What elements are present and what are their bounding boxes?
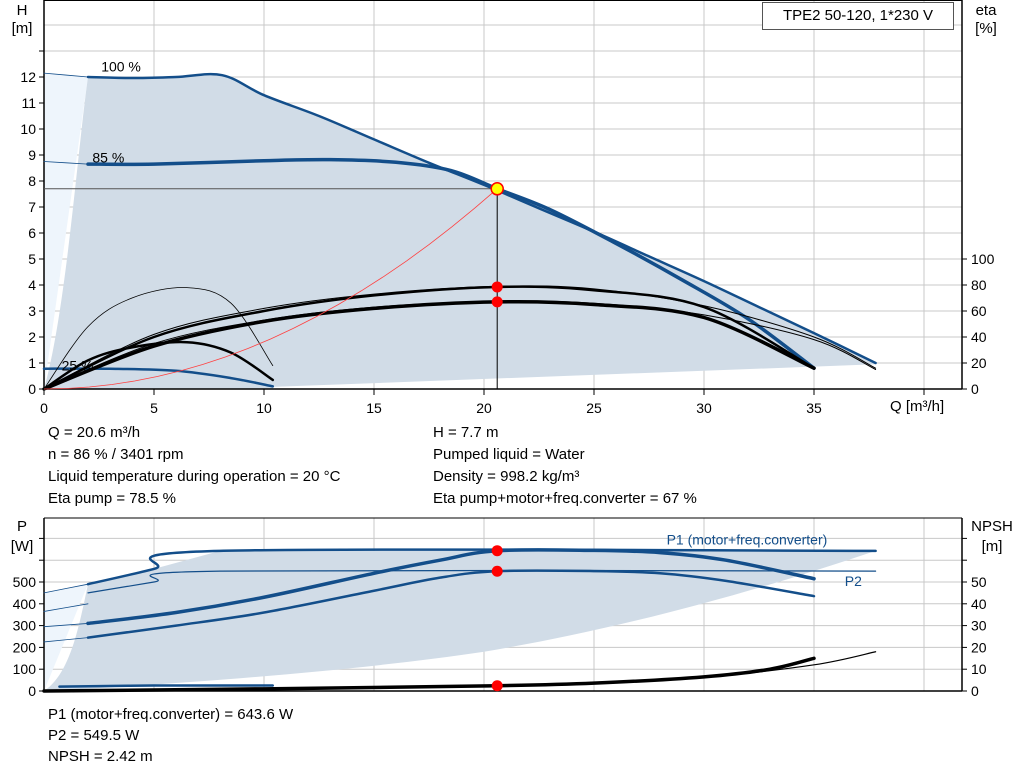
p-tick-label: 500 [13,574,37,590]
p-axis-unit: [W] [10,538,34,555]
duty-point-npsh [491,680,503,692]
curve-npsh-max [43,651,877,692]
h-tick-label: 7 [28,199,36,215]
readout-q: Q = 20.6 m³/h [48,424,141,441]
operating-range-area [44,550,876,691]
curve-p1-85 [86,548,816,626]
curve-h-100-ext [43,72,89,78]
h-tick-label: 1 [28,355,36,371]
readout-npsh: NPSH = 2.42 m [48,748,153,765]
readout-liquid: Pumped liquid = Water [433,446,585,463]
h-tick-label: 0 [28,381,36,397]
npsh-tick-label: 0 [971,683,979,699]
readout-head: H = 7.7 m [433,424,499,441]
h-tick-label: 4 [28,277,36,293]
npsh-axis-title: NPSH [971,518,1013,535]
light-region [44,73,88,389]
readout-eta-pump: Eta pump = 78.5 % [48,490,176,507]
q-tick-label: 5 [150,400,158,416]
q-tick-label: 20 [476,400,492,416]
q-tick-label: 15 [366,400,382,416]
duty-point-eta-pump [491,281,503,293]
readout-speed: n = 86 % / 3401 rpm [48,446,184,463]
readout-p1: P1 (motor+freq.converter) = 643.6 W [48,706,294,723]
speed-label: 100 % [101,59,141,75]
p-tick-label: 200 [13,639,37,655]
h-tick-label: 9 [28,147,36,163]
eta-tick-label: 80 [971,277,987,293]
npsh-tick-label: 50 [971,574,987,590]
speed-label: 25 % [62,358,94,374]
duty-point [490,182,504,196]
pump-model-label: TPE2 50-120, 1*230 V [762,2,954,30]
readout-p2: P2 = 549.5 W [48,727,140,744]
q-tick-label: 25 [586,400,602,416]
eta-tick-label: 100 [971,251,995,267]
h-tick-label: 2 [28,329,36,345]
p-tick-label: 100 [13,661,37,677]
readout-temperature: Liquid temperature during operation = 20… [48,468,341,485]
h-axis-title: H [16,2,28,19]
eta-tick-label: 0 [971,381,979,397]
light-region [44,584,88,691]
curve-p-25 [58,684,275,688]
duty-point-p1 [491,545,503,557]
curve-h-85-ext [43,161,89,165]
q-axis-title: Q [m³/h] [890,398,945,415]
q-tick-label: 35 [806,400,822,416]
eta-tick-label: 60 [971,303,987,319]
readout-density: Density = 998.2 kg/m³ [433,468,580,485]
curve-eta-pump [42,285,816,391]
npsh-tick-label: 10 [971,661,987,677]
q-tick-label: 30 [696,400,712,416]
curve-p2-85-ext [43,637,89,643]
q-tick-label: 0 [40,400,48,416]
npsh-tick-label: 40 [971,596,987,612]
p-tick-label: 400 [13,596,37,612]
curve-h-85 [86,157,816,370]
speed-label: 85 % [92,150,124,166]
curve-p2-max [87,569,877,594]
q-tick-label: 10 [256,400,272,416]
duty-point-eta-total [491,296,503,308]
curve-p1-max-ext [43,583,89,594]
h-tick-label: 11 [21,95,36,111]
curve-p1-85-ext [43,623,89,628]
p-axis-title: P [16,518,27,535]
h-tick-label: 5 [28,251,36,267]
eta-tick-label: 20 [971,355,987,371]
curve-p2-max-ext [43,603,89,612]
curve-eta-25-total [42,340,275,391]
eta-axis-unit: [%] [975,20,997,37]
h-tick-label: 6 [28,225,36,241]
eta-tick-label: 40 [971,329,987,345]
p-tick-label: 300 [13,618,37,634]
series-label: P2 [845,573,862,589]
h-axis-unit: [m] [11,20,33,37]
h-tick-label: 12 [20,69,36,85]
duty-point-p2 [491,565,503,577]
h-tick-label: 8 [28,173,36,189]
h-tick-label: 3 [28,303,36,319]
eta-axis-title: eta [975,2,997,19]
p-tick-label: 0 [28,683,36,699]
npsh-tick-label: 20 [971,639,987,655]
curve-p2-85 [86,569,816,639]
curve-p1-max [86,548,877,586]
curve-eta-25-pump [43,287,274,390]
npsh-axis-unit: [m] [981,538,1003,555]
readout-eta-total: Eta pump+motor+freq.converter = 67 % [433,490,697,507]
npsh-tick-label: 30 [971,618,987,634]
system-curve [43,188,498,390]
series-label: P1 (motor+freq.converter) [667,531,828,547]
h-tick-label: 10 [20,121,36,137]
